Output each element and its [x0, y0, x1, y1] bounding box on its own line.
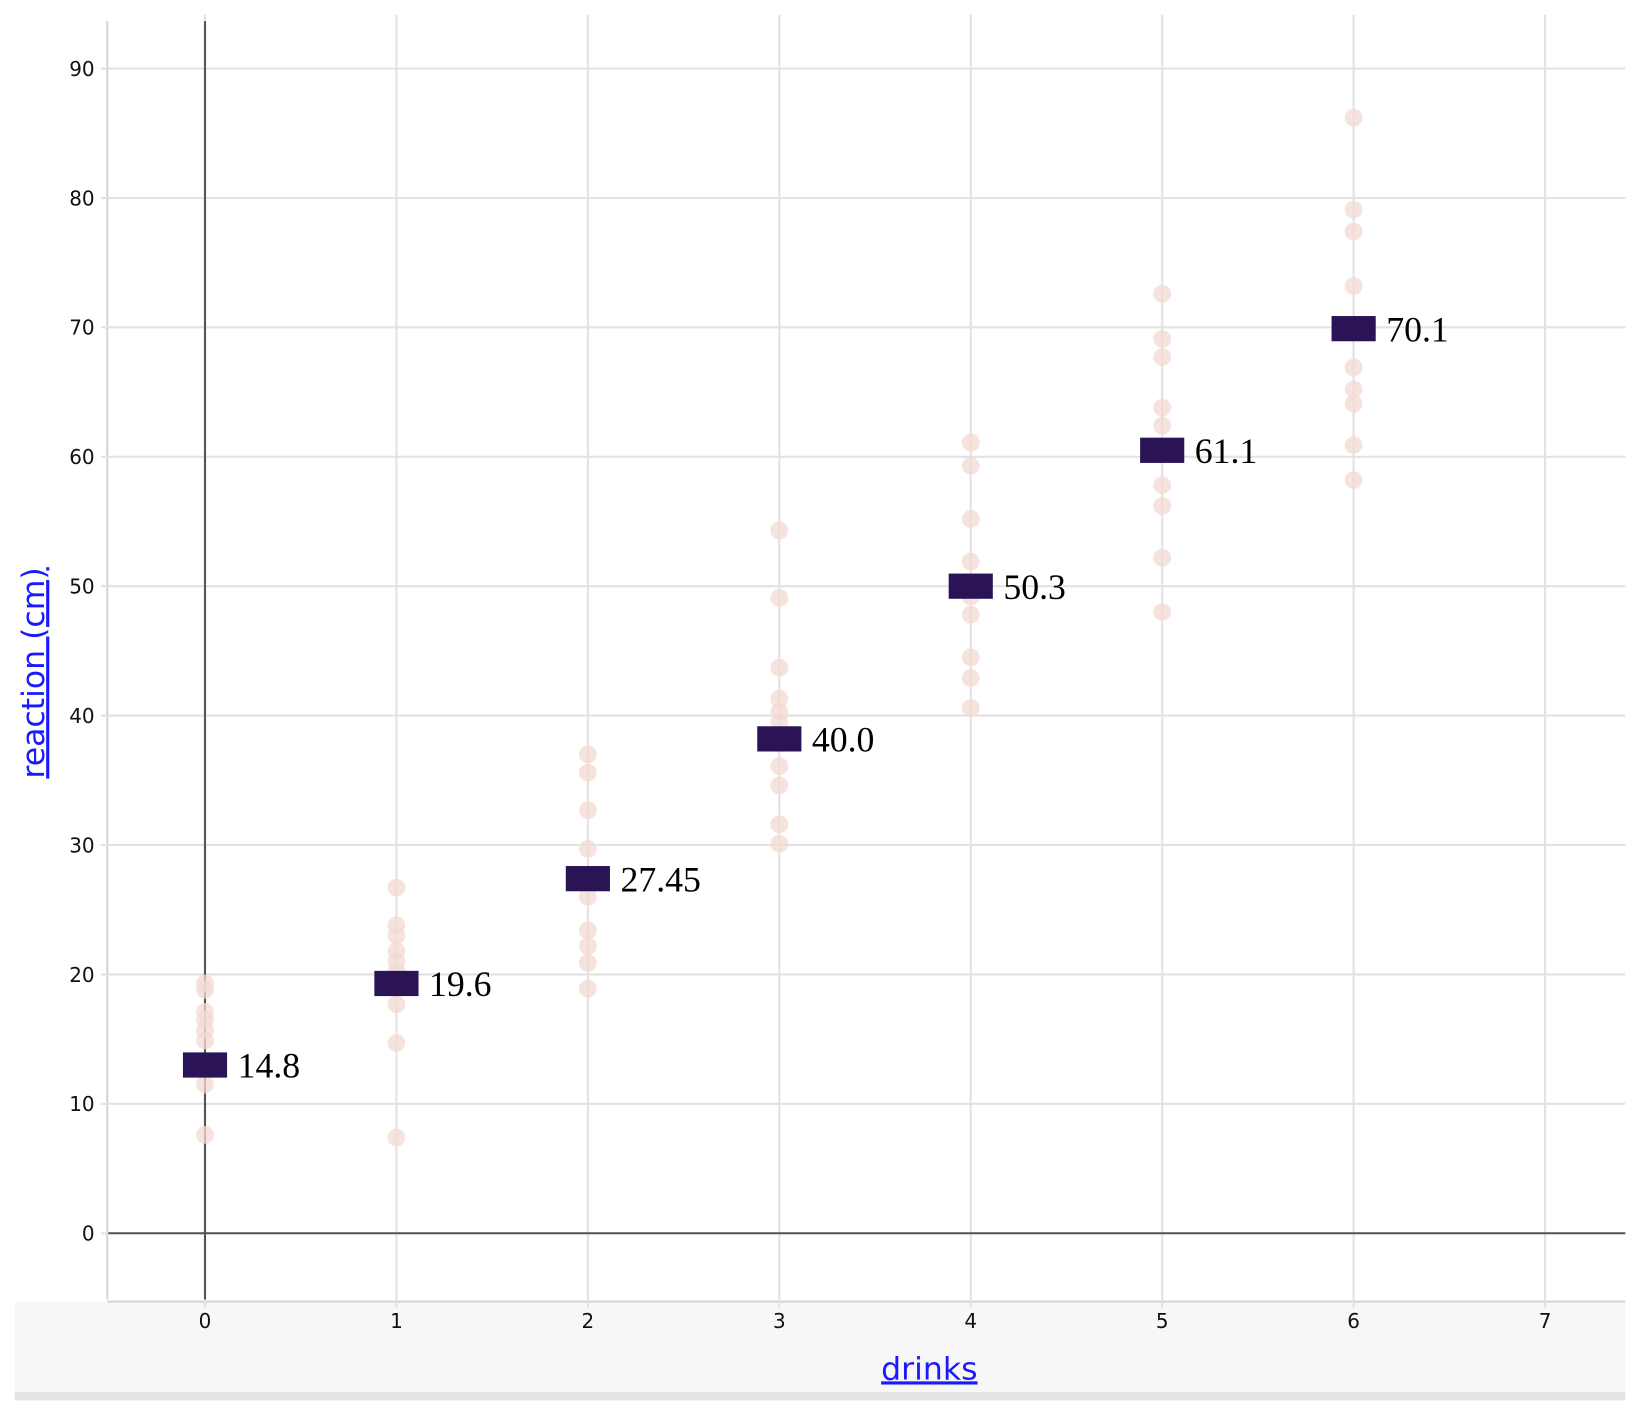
plot-background [108, 14, 1626, 1300]
mean-marker [1140, 437, 1185, 463]
data-point [961, 433, 980, 452]
data-point [1153, 284, 1172, 303]
y-tick-label: 90 [69, 57, 94, 81]
x-tick-label: 2 [582, 1309, 595, 1333]
data-point [578, 921, 597, 940]
mean-label: 27.45 [620, 859, 700, 899]
mean-marker [182, 1052, 228, 1078]
data-point [387, 926, 406, 945]
y-tick-label: 80 [69, 186, 94, 210]
y-tick-label: 10 [69, 1092, 94, 1116]
x-tick-label: 4 [964, 1309, 977, 1333]
data-point [578, 745, 597, 764]
data-point [1344, 394, 1363, 413]
x-tick-label: 3 [773, 1309, 786, 1333]
data-point [1153, 330, 1172, 348]
bottom-band [14, 1301, 1626, 1395]
data-point [961, 669, 980, 687]
mean-label: 70.1 [1386, 309, 1449, 349]
x-tick-label: 7 [1539, 1309, 1552, 1333]
data-point [1153, 416, 1172, 435]
data-point [1153, 548, 1172, 567]
mean-marker [565, 866, 610, 892]
data-point [387, 1128, 406, 1147]
data-point [1344, 200, 1363, 219]
data-point [1344, 358, 1363, 377]
y-tick-label: 70 [69, 316, 94, 340]
data-point [196, 1125, 214, 1144]
data-point [387, 1034, 406, 1052]
data-point [196, 1075, 214, 1094]
data-point [770, 588, 789, 607]
mean-label: 61.1 [1195, 431, 1258, 471]
data-point [1344, 108, 1363, 127]
data-point [770, 658, 789, 677]
data-point [1153, 603, 1172, 621]
bottom-strip [14, 1391, 1626, 1401]
data-point [578, 979, 597, 998]
data-point [770, 815, 789, 834]
mean-label: 50.3 [1003, 567, 1066, 607]
mean-label: 40.0 [812, 720, 875, 760]
data-point [770, 689, 789, 708]
data-point [1344, 471, 1363, 489]
x-tick-label: 0 [199, 1309, 212, 1333]
data-point [1344, 222, 1363, 241]
y-tick-label: 30 [69, 833, 94, 857]
data-point [961, 456, 980, 475]
x-tick-label: 6 [1347, 1309, 1360, 1333]
mean-marker [374, 970, 419, 997]
data-point [578, 839, 597, 858]
mean-marker [948, 573, 993, 599]
y-tick-label: 0 [82, 1222, 95, 1246]
data-point [1153, 398, 1172, 417]
data-point [578, 801, 597, 819]
data-point [387, 878, 406, 897]
x-tick-label: 5 [1156, 1309, 1169, 1333]
data-point [196, 1031, 214, 1050]
y-tick-label: 60 [69, 445, 94, 469]
data-point [1344, 436, 1363, 455]
data-point [770, 776, 789, 795]
x-tick-label: 1 [390, 1309, 403, 1333]
data-point [770, 757, 789, 775]
data-point [387, 995, 406, 1014]
data-point [578, 887, 597, 906]
data-point [961, 648, 980, 667]
data-point [578, 953, 597, 972]
x-axis-title[interactable]: drinks [881, 1351, 977, 1387]
data-point [196, 981, 214, 999]
data-point [1153, 348, 1172, 367]
y-tick-label: 50 [69, 575, 94, 599]
mean-marker [1331, 316, 1376, 342]
data-point [961, 698, 980, 717]
mean-label: 19.6 [429, 964, 492, 1004]
data-point [961, 605, 980, 624]
y-tick-label: 40 [69, 704, 94, 728]
data-point [1153, 497, 1172, 515]
data-point [961, 509, 980, 528]
data-point [1344, 380, 1363, 399]
mean-marker [757, 726, 802, 752]
data-point [1344, 277, 1363, 295]
data-point [770, 834, 789, 853]
mean-label: 14.8 [238, 1046, 301, 1086]
y-tick-label: 20 [69, 963, 94, 987]
data-point [770, 521, 789, 540]
data-point [578, 937, 597, 955]
data-point [961, 552, 980, 571]
data-point [578, 763, 597, 782]
data-point [1153, 476, 1172, 495]
y-axis-title[interactable]: reaction (cm) [16, 567, 52, 778]
